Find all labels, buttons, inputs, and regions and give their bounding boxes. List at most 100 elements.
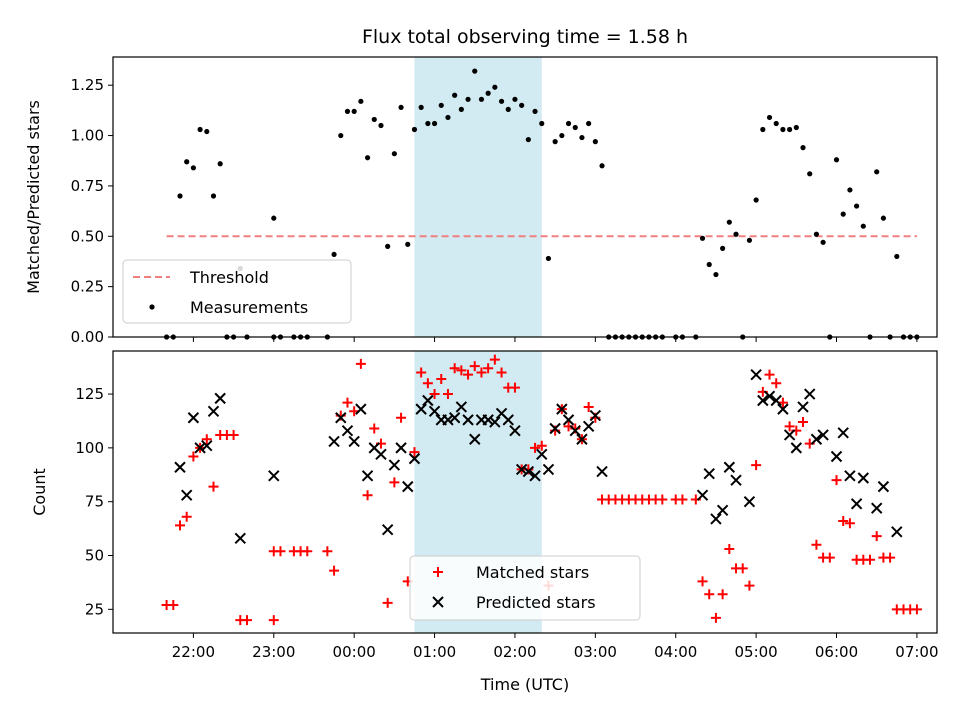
predicted-star-point-53 <box>716 504 729 517</box>
measurement-point-39 <box>458 106 464 112</box>
measurement-point-83 <box>766 114 773 121</box>
matched-star-point-90 <box>811 539 822 550</box>
measurement-point-77 <box>726 219 732 225</box>
predicted-star-point-70 <box>844 470 856 482</box>
predicted-star-point-39 <box>529 470 541 482</box>
measurement-point-21 <box>338 132 344 139</box>
measurement-point-31 <box>405 241 411 247</box>
predicted-star-point-0 <box>174 461 186 473</box>
predicted-star-point-1 <box>180 489 193 501</box>
measurement-point-58 <box>586 120 592 127</box>
predicted-star-point-2 <box>187 412 200 424</box>
matched-star-point-41 <box>469 361 480 372</box>
measurement-point-53 <box>552 139 558 145</box>
measurement-point-102 <box>894 253 900 260</box>
legend-matched-label: Matched stars <box>476 563 589 582</box>
matched-star-point-43 <box>483 363 494 374</box>
matched-star-point-77 <box>724 544 735 555</box>
predicted-star-point-57 <box>750 368 762 381</box>
legend-measurements-swatch <box>149 304 155 310</box>
y-tick-label-1: 50 <box>85 547 104 565</box>
predicted-star-point-44 <box>562 414 575 426</box>
predicted-star-point-71 <box>850 498 863 510</box>
matched-star-point-80 <box>744 580 755 591</box>
measurement-point-42 <box>478 96 485 102</box>
y-tick-label-5: 1.25 <box>71 76 104 94</box>
matched-star-point-83 <box>764 369 775 380</box>
predicted-star-point-10 <box>335 412 347 424</box>
legend-measurements-label: Measurements <box>190 298 308 317</box>
predicted-star-point-14 <box>361 470 374 482</box>
predicted-star-point-40 <box>536 448 548 461</box>
legend: Threshold Measurements <box>122 259 352 324</box>
matched-star-point-95 <box>844 518 855 529</box>
y-tick-label-0: 25 <box>85 600 104 618</box>
y-tick-label-3: 100 <box>75 439 104 457</box>
measurement-point-91 <box>820 239 826 245</box>
matched-star-point-19 <box>322 546 333 557</box>
measurement-point-29 <box>391 151 397 157</box>
measurement-point-33 <box>418 104 424 110</box>
measurement-point-81 <box>753 197 759 203</box>
measurement-point-95 <box>847 187 853 193</box>
predicted-star-point-43 <box>556 403 568 415</box>
predicted-star-point-18 <box>388 459 401 471</box>
measurement-point-82 <box>760 126 766 133</box>
matched-star-point-105 <box>911 604 922 615</box>
matched-star-point-37 <box>442 389 453 400</box>
measurement-point-73 <box>699 235 706 241</box>
predicted-star-point-22 <box>415 403 427 415</box>
measurement-point-94 <box>840 211 846 217</box>
predicted-star-point-21 <box>408 452 421 465</box>
predicted-star-point-69 <box>837 427 849 439</box>
predicted-star-point-45 <box>569 424 581 437</box>
measurement-point-59 <box>592 139 598 145</box>
measurement-point-76 <box>720 245 726 251</box>
matched-star-point-4 <box>188 451 199 462</box>
measurement-point-85 <box>780 126 786 133</box>
x-tick-label-3: 01:00 <box>413 643 456 661</box>
matched-star-point-1 <box>168 600 179 611</box>
measurement-point-99 <box>874 169 880 175</box>
predicted-star-point-11 <box>341 424 354 437</box>
matched-star-point-74 <box>704 589 715 600</box>
predicted-star-point-73 <box>870 502 883 514</box>
matched-star-point-45 <box>496 367 507 378</box>
matched-star-point-6 <box>201 434 212 445</box>
predicted-star-point-6 <box>214 392 226 405</box>
measurement-point-8 <box>217 161 223 167</box>
matched-star-point-28 <box>382 597 393 608</box>
measurement-point-80 <box>746 237 753 243</box>
measurement-point-41 <box>472 68 478 74</box>
legend-matched-swatch <box>433 567 443 577</box>
predicted-star-point-52 <box>710 513 722 525</box>
predicted-star-point-67 <box>817 429 829 441</box>
matched-star-point-34 <box>422 378 433 389</box>
measurement-point-43 <box>485 90 491 96</box>
axes-frame <box>112 56 938 338</box>
measurement-point-46 <box>505 106 511 112</box>
predicted-star-point-72 <box>857 472 870 484</box>
measurement-point-30 <box>398 104 404 110</box>
predicted-star-point-32 <box>482 414 494 426</box>
matched-star-point-25 <box>362 490 373 501</box>
measurement-point-49 <box>525 136 531 143</box>
predicted-star-point-51 <box>703 467 715 480</box>
matched-star-point-92 <box>824 552 835 563</box>
matched-star-point-50 <box>530 442 541 453</box>
predicted-star-point-28 <box>455 401 468 413</box>
measurement-point-90 <box>813 231 820 237</box>
matched-star-point-24 <box>355 358 366 369</box>
matched-star-point-88 <box>798 417 809 428</box>
measurement-point-20 <box>331 251 337 258</box>
x-tick-label-7: 05:00 <box>735 643 778 661</box>
predicted-star-point-56 <box>743 495 756 508</box>
predicted-star-point-58 <box>757 394 769 407</box>
predicted-star-point-23 <box>422 394 434 407</box>
matched-star-point-75 <box>710 612 721 623</box>
legend-box <box>122 259 352 324</box>
predicted-star-point-66 <box>810 433 823 445</box>
predicted-star-point-13 <box>355 403 367 415</box>
matched-star-point-86 <box>784 421 795 432</box>
matched-star-point-73 <box>697 576 708 587</box>
